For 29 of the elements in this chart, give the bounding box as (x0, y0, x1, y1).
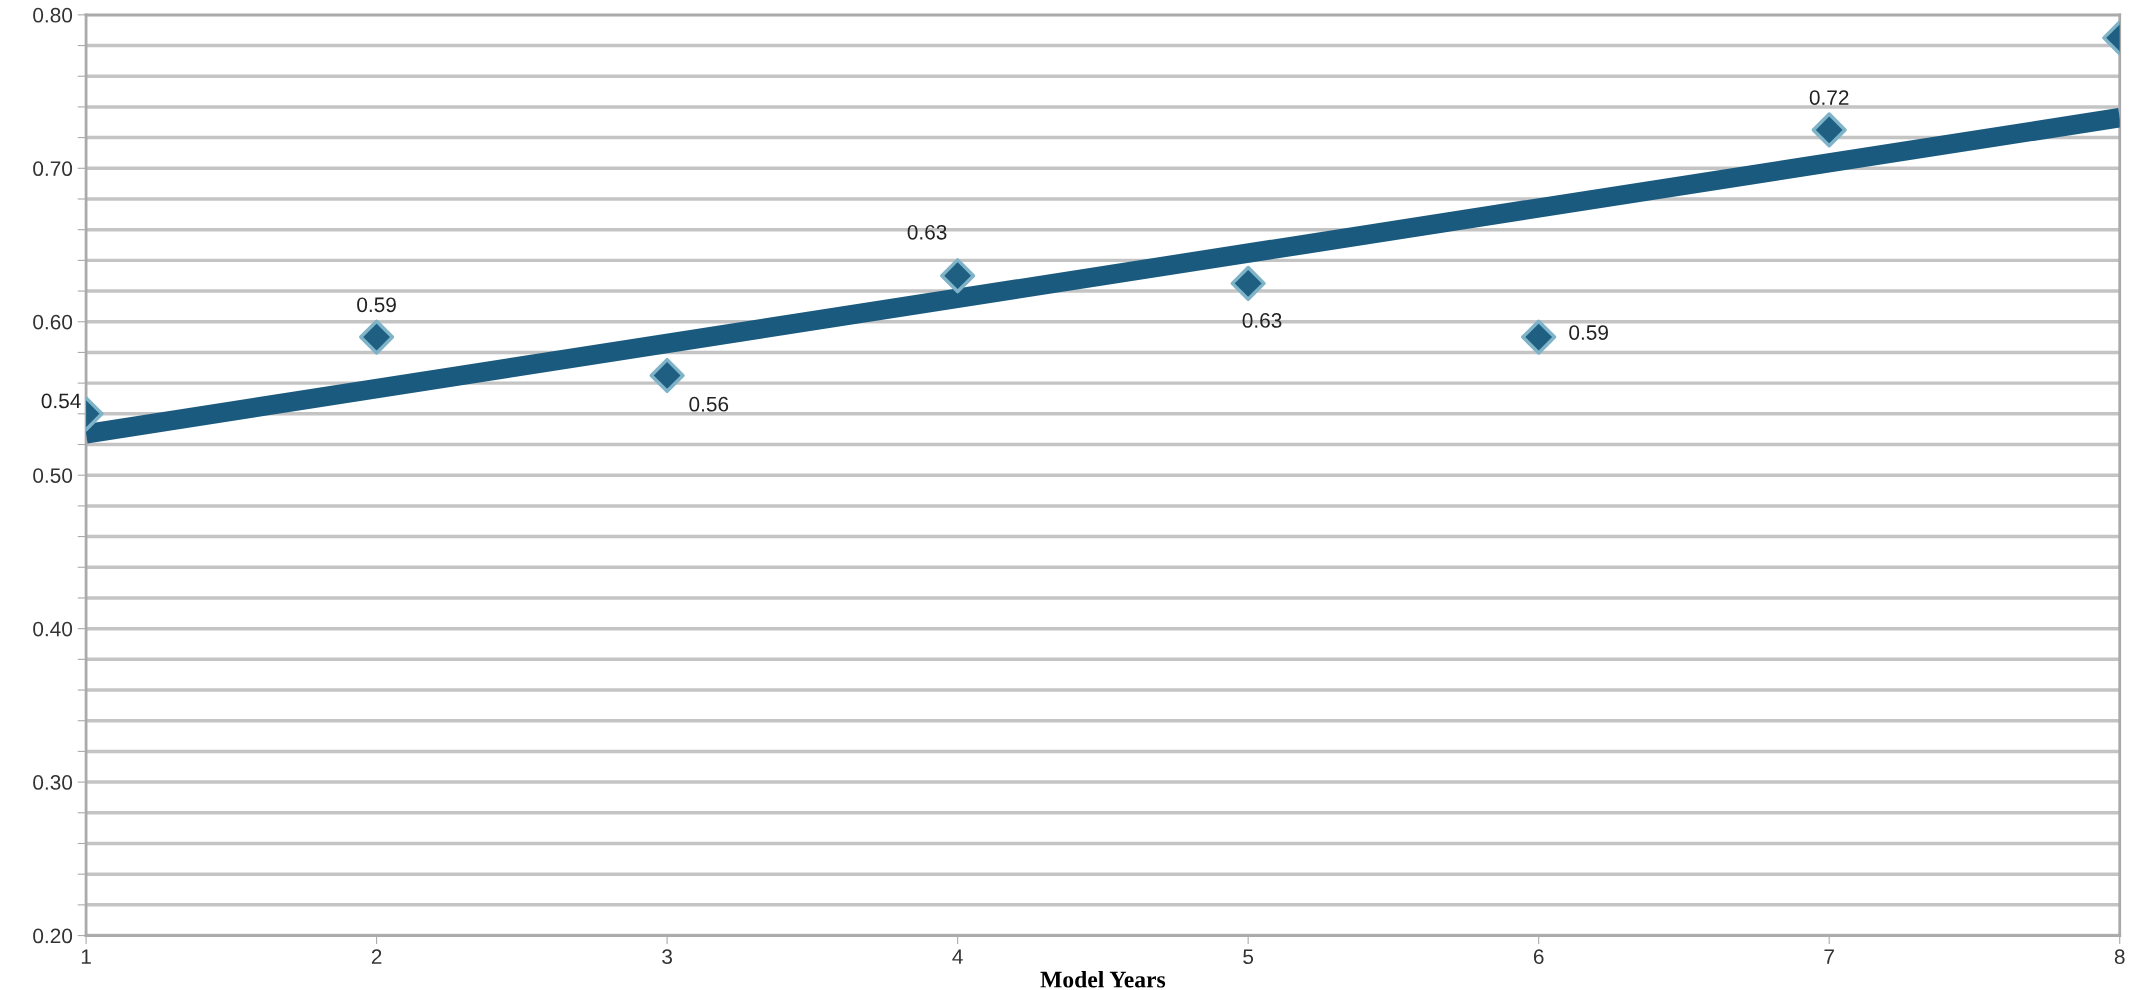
point (1230, 265, 1266, 301)
y-tick-label: 0.70 (33, 161, 73, 177)
point (1811, 112, 1847, 148)
data-label: 0.72 (1809, 90, 1849, 105)
x-tick-label: 7 (1824, 949, 1834, 964)
point (649, 357, 685, 394)
y-tick-label: 0.30 (33, 775, 73, 790)
y-tick-label: 0.80 (33, 7, 73, 23)
data-label: 0.63 (1242, 313, 1282, 328)
data-label: 0.59 (1569, 325, 1608, 340)
x-tick-label: 4 (952, 949, 963, 964)
x-tick-label: 5 (1243, 949, 1254, 965)
data-label: 0.59 (357, 297, 396, 313)
x-tick-label: 2 (371, 949, 382, 964)
y-tick-label: 0.20 (33, 928, 73, 944)
point (1521, 319, 1557, 355)
data-label: 0.54 (41, 393, 81, 409)
data-label: 0.56 (689, 396, 729, 412)
data-label: 0.63 (907, 224, 947, 240)
y-tick-label: 0.40 (33, 621, 73, 637)
x-tick-label: 1 (81, 949, 91, 964)
y-tick-label: 0.50 (33, 468, 73, 483)
x-tick-label: 3 (662, 949, 672, 965)
x-tick-label: 6 (1533, 949, 1544, 965)
point (359, 319, 395, 355)
point (940, 258, 976, 294)
x-axis-title: Model Years (1040, 970, 1166, 988)
y-tick-label: 0.60 (33, 314, 73, 330)
x-tick-label: 8 (2114, 949, 2125, 965)
